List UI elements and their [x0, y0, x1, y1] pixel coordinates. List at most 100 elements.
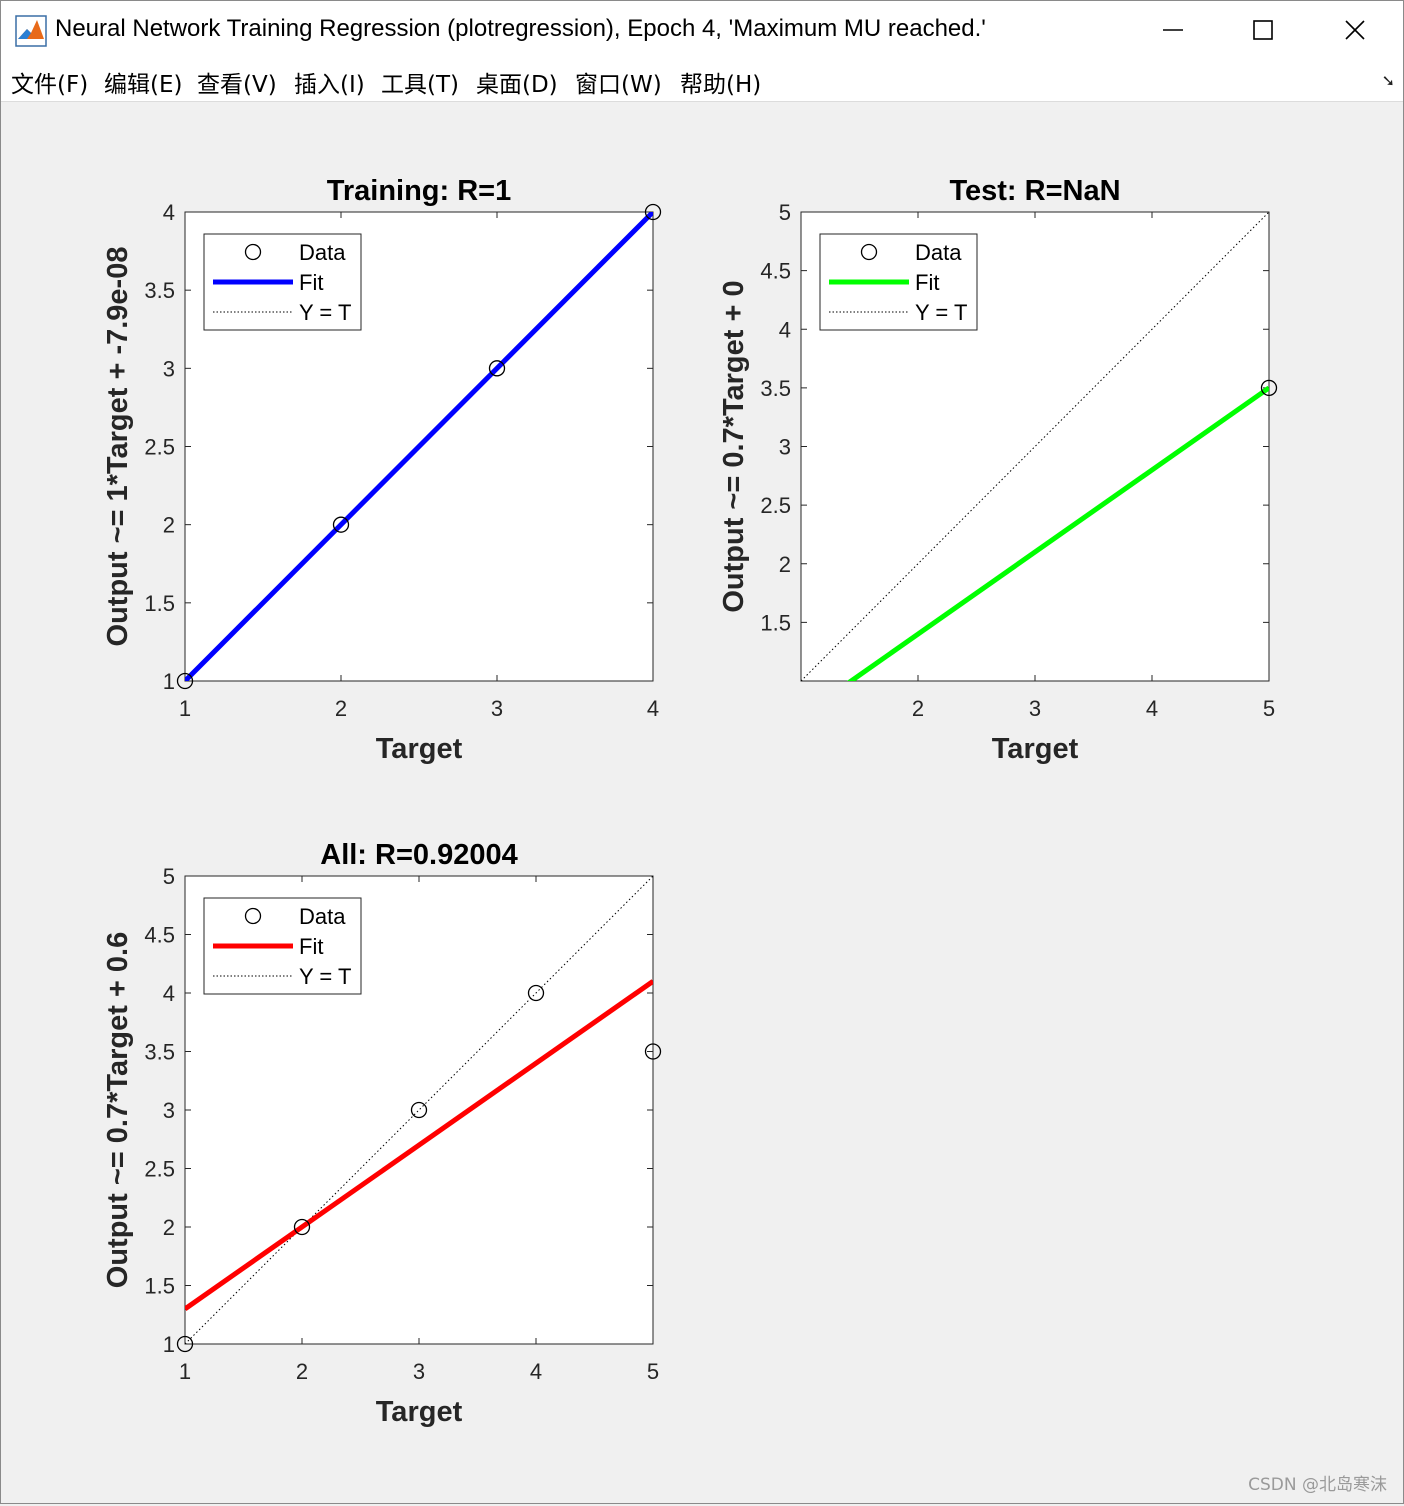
y-tick-label: 3 [163, 1098, 175, 1123]
y-tick-label: 1 [163, 669, 175, 694]
y-tick-label: 4 [163, 981, 175, 1006]
legend-data-marker [244, 907, 262, 925]
menu-help[interactable]: 帮助(H) [680, 72, 762, 98]
legend-entry: Fit [299, 270, 323, 295]
y-tick-label: 5 [779, 200, 791, 225]
y-tick-label: 3.5 [144, 1040, 175, 1065]
x-axis-label: Target [376, 1396, 463, 1428]
x-tick-label: 3 [413, 1359, 425, 1384]
data-point [527, 984, 545, 1002]
legend-entry: Data [915, 240, 962, 265]
data-point [1260, 379, 1278, 397]
data-point [293, 1218, 311, 1236]
fit-line [846, 385, 1269, 681]
title-bar[interactable]: Neural Network Training Regression (plot… [1, 1, 1403, 59]
legend-entry: Y = T [915, 300, 967, 325]
plot-area: 1 2 3 4 1 1.5 2 2.5 3 3.5 4 Training: R=1 Target Outp… [1, 102, 1403, 1502]
legend-entry: Fit [915, 270, 939, 295]
axes-2: 2 3 4 5 1.5 2 2.5 3 3.5 4 4.5 5 Test: R=NaN Target Out… [718, 175, 1278, 765]
plot-title: All: R=0.92004 [320, 839, 517, 871]
x-tick-label: 2 [296, 1359, 308, 1384]
y-tick-label: 1 [163, 1332, 175, 1357]
legend: Data Fit Y = T [203, 233, 362, 331]
x-tick-label: 5 [647, 1359, 659, 1384]
maximize-icon [1253, 20, 1273, 40]
y-axis-label: Output ~= 1*Target + -7.9e-08 [102, 247, 134, 647]
y-tick-label: 5 [163, 864, 175, 889]
menu-file[interactable]: 文件(F) [11, 72, 89, 98]
y-tick-label: 3.5 [760, 376, 791, 401]
y-axis-label: Output ~= 0.7*Target + 0.6 [102, 932, 134, 1288]
legend-entry: Data [299, 240, 346, 265]
y-tick-label: 4 [779, 317, 791, 342]
legend: Data Fit Y = T [819, 233, 978, 331]
legend-entry: Data [299, 904, 346, 929]
axes-1: 1 2 3 4 1 1.5 2 2.5 3 3.5 4 Training: R=1 Target Outp… [102, 175, 662, 765]
menu-edit[interactable]: 编辑(E) [104, 72, 183, 98]
data-point [488, 360, 506, 377]
y-tick-label: 2.5 [760, 493, 791, 518]
data-point [176, 1335, 194, 1353]
x-tick-label: 3 [1029, 696, 1041, 721]
y-tick-label: 1.5 [760, 610, 791, 635]
menu-window[interactable]: 窗口(W) [575, 72, 662, 98]
legend-entry: Y = T [299, 964, 351, 989]
x-tick-label: 4 [1146, 696, 1158, 721]
close-button[interactable] [1309, 1, 1401, 59]
maximize-button[interactable] [1217, 1, 1309, 59]
fit-line [185, 979, 653, 1311]
menu-view[interactable]: 查看(V) [197, 72, 277, 98]
y-tick-label: 2.5 [144, 435, 175, 460]
legend: Data Fit Y = T [203, 897, 362, 995]
minimize-button[interactable] [1127, 1, 1219, 59]
y-tick-label: 4 [163, 200, 175, 225]
x-axis-label: Target [992, 733, 1079, 765]
y-tick-label: 2.5 [144, 1157, 175, 1182]
x-tick-label: 2 [335, 696, 347, 721]
x-tick-label: 5 [1263, 696, 1275, 721]
watermark: CSDN @北岛寒沫 [1248, 1475, 1387, 1495]
y-tick-label: 3 [779, 435, 791, 460]
y-tick-label: 2 [779, 552, 791, 577]
data-point [644, 1043, 662, 1060]
legend-entry: Y = T [299, 300, 351, 325]
y-tick-label: 1.5 [144, 1274, 175, 1299]
y-tick-label: 2 [163, 513, 175, 538]
y-tick-label: 3 [163, 356, 175, 381]
menu-insert[interactable]: 插入(I) [294, 72, 365, 98]
plot-title: Test: R=NaN [949, 175, 1120, 207]
menu-desktop[interactable]: 桌面(D) [476, 72, 558, 98]
axes-3: 1 2 3 4 5 1 1.5 2 2.5 3 3.5 4 4.5 5 All: R=0.92004 Targ… [102, 839, 662, 1428]
legend-data-marker [244, 243, 262, 261]
x-axis-label: Target [376, 733, 463, 765]
window-title: Neural Network Training Regression (plot… [55, 15, 986, 42]
y-tick-label: 1.5 [144, 591, 175, 616]
x-tick-label: 4 [530, 1359, 542, 1384]
menu-bar: 文件(F) 编辑(E) 查看(V) 插入(I) 工具(T) 桌面(D) 窗口(W… [1, 59, 1403, 102]
data-point [176, 672, 194, 690]
x-tick-label: 2 [912, 696, 924, 721]
matlab-icon [15, 15, 47, 47]
legend-entry: Fit [299, 934, 323, 959]
y-tick-label: 4.5 [760, 259, 791, 284]
y-tick-label: 4.5 [144, 923, 175, 948]
y-axis-label: Output ~= 0.7*Target + 0 [718, 280, 750, 612]
identity-line [801, 212, 1269, 681]
x-tick-label: 1 [179, 1359, 191, 1384]
plot-title: Training: R=1 [327, 175, 512, 207]
close-icon [1345, 20, 1365, 40]
x-tick-label: 1 [179, 696, 191, 721]
fit-line [185, 212, 653, 681]
data-point [332, 516, 350, 533]
undock-arrow-icon[interactable]: ➘ [1381, 71, 1395, 90]
minimize-icon [1163, 29, 1183, 31]
data-point [410, 1101, 428, 1119]
x-tick-label: 4 [647, 696, 659, 721]
legend-data-marker [860, 243, 878, 261]
x-tick-label: 3 [491, 696, 503, 721]
menu-tools[interactable]: 工具(T) [381, 72, 459, 98]
y-tick-label: 3.5 [144, 278, 175, 303]
regression-plots: 1 2 3 4 1 1.5 2 2.5 3 3.5 4 Training: R=1 Target Outp… [102, 175, 1278, 1428]
y-tick-label: 2 [163, 1215, 175, 1240]
